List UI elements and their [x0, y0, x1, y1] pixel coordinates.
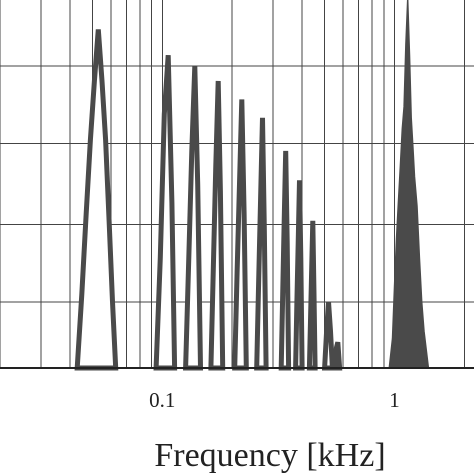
spectrum-peak-9	[306, 220, 318, 371]
spectrum-peak-1	[74, 29, 119, 371]
spectrum-peak-3	[183, 66, 204, 371]
spectrum-peak-5	[232, 99, 249, 371]
spectrum-peak-4	[208, 80, 226, 371]
spectrum-peak-12	[388, 0, 430, 369]
series-layer	[74, 0, 430, 371]
x-tick-label: 1	[389, 388, 400, 412]
grid	[0, 0, 474, 368]
x-axis-title: Frequency [kHz]	[154, 437, 385, 474]
spectrum-peak-10	[321, 301, 336, 371]
x-tick-label: 0.1	[149, 388, 175, 412]
spectrum-peak-7	[278, 150, 292, 371]
x-tick-labels: 0.1 1	[149, 388, 400, 412]
spectrum-peak-11	[331, 341, 343, 371]
spectrum-peak-8	[293, 180, 305, 371]
spectrum-peak-2	[153, 55, 178, 371]
spectrum-peak-6	[254, 117, 269, 371]
